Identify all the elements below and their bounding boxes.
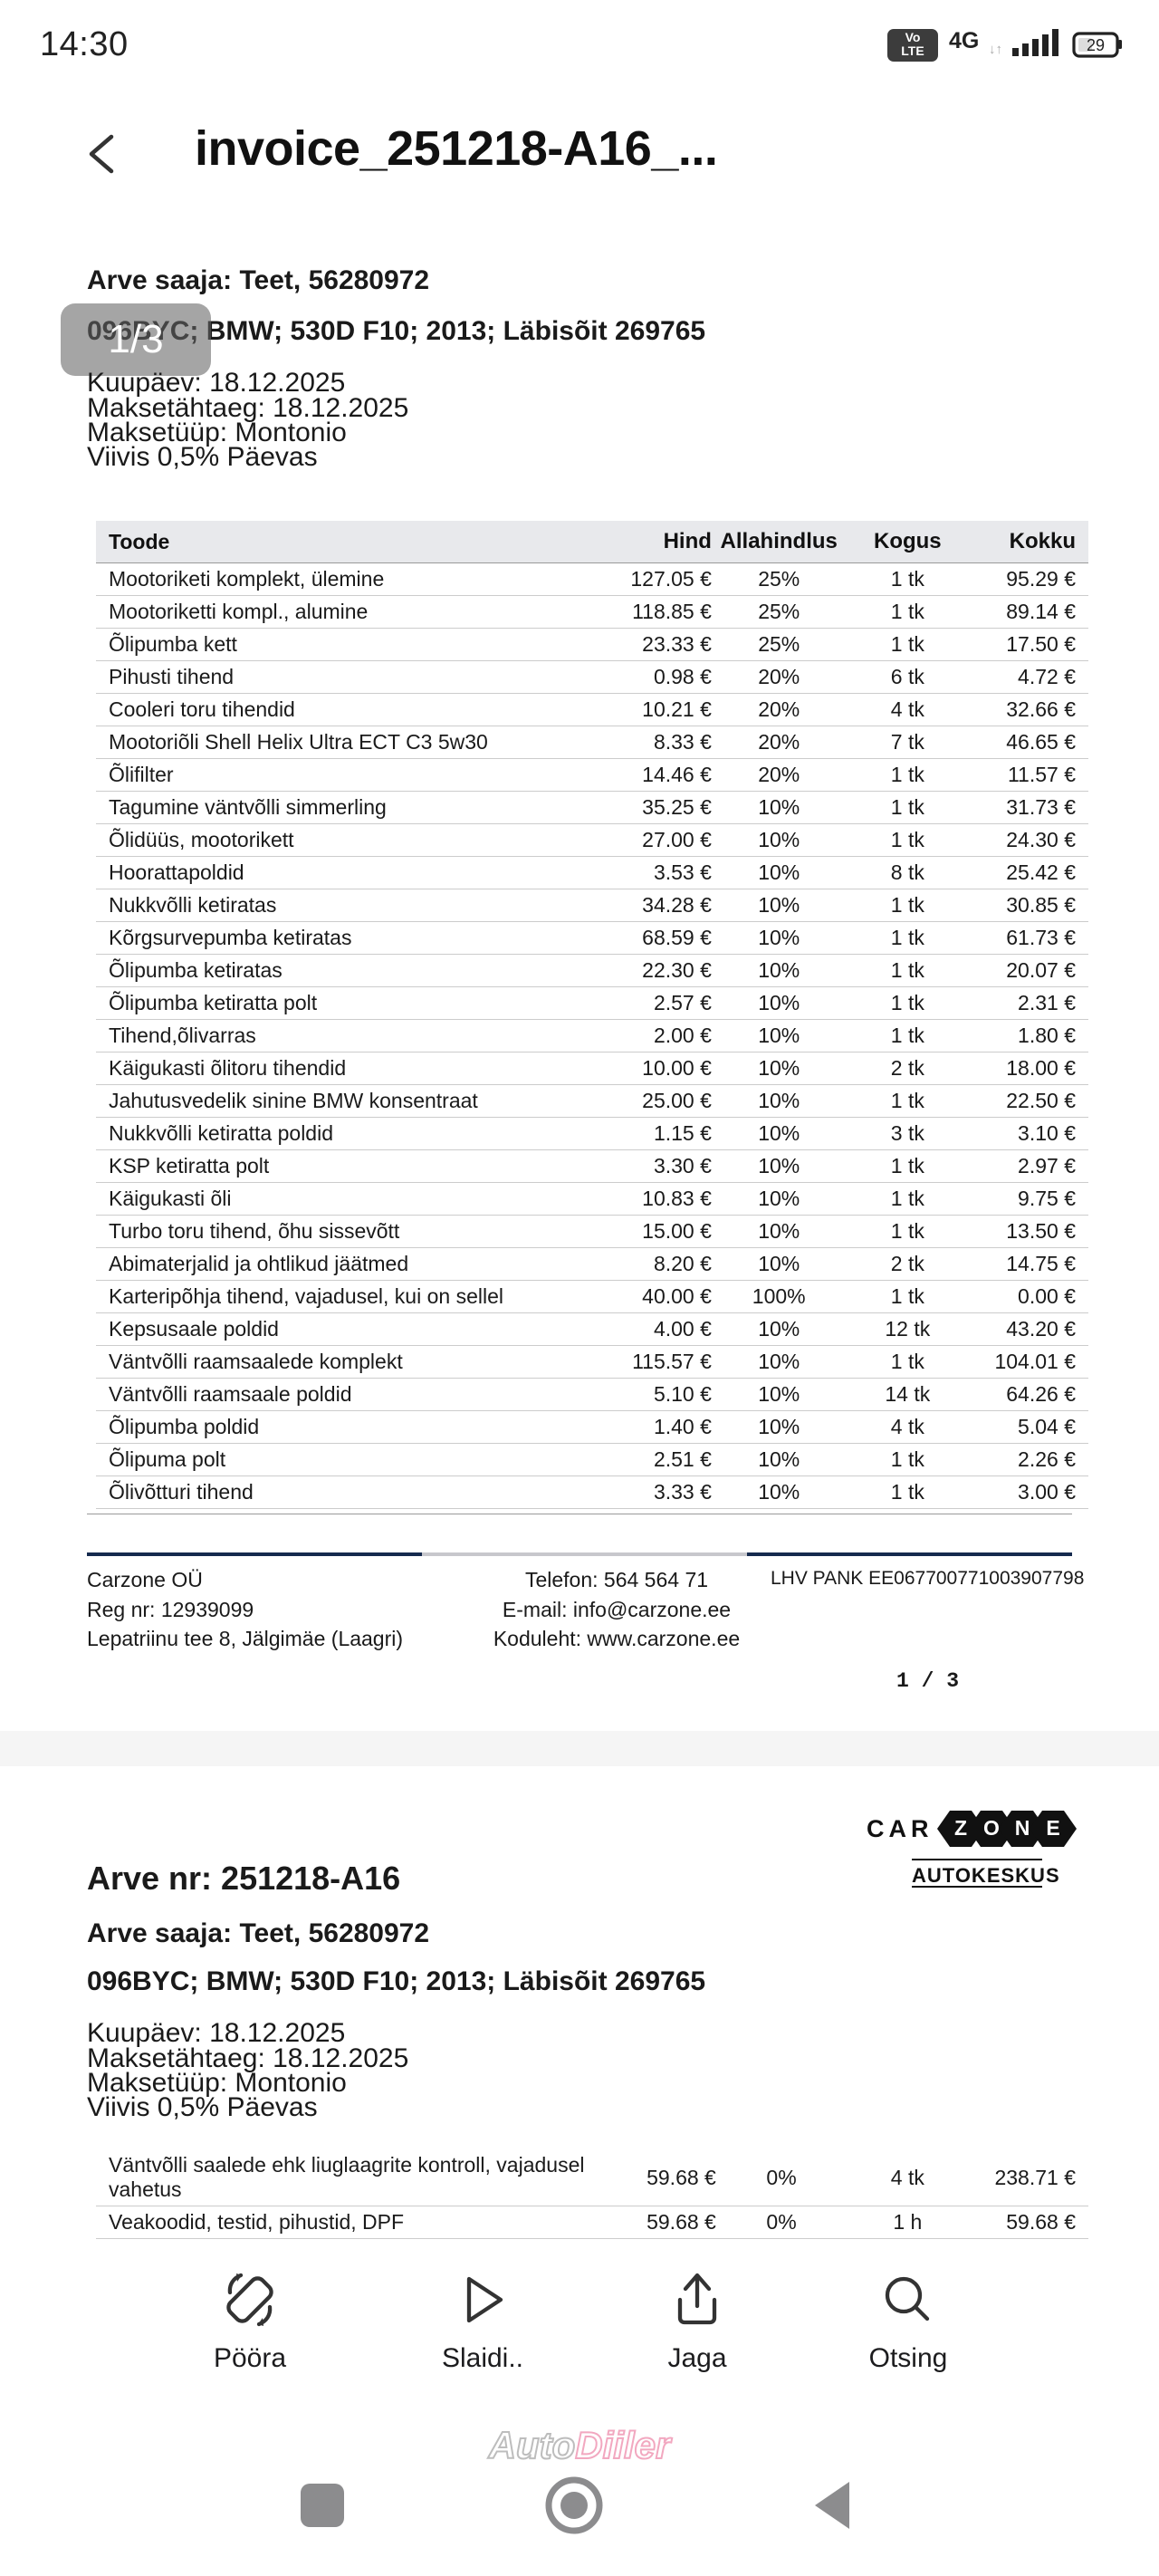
svg-text:Vo: Vo — [905, 30, 921, 44]
svg-text:4G: 4G — [949, 28, 979, 53]
svg-text:LTE: LTE — [901, 43, 924, 58]
svg-text:Z: Z — [954, 1816, 967, 1840]
svg-text:N: N — [1015, 1816, 1030, 1840]
svg-text:E: E — [1046, 1816, 1059, 1840]
svg-text:29: 29 — [1087, 36, 1105, 54]
svg-text:CAR: CAR — [867, 1815, 934, 1842]
svg-text:O: O — [983, 1816, 1000, 1840]
svg-text:↓↑: ↓↑ — [989, 42, 1002, 57]
